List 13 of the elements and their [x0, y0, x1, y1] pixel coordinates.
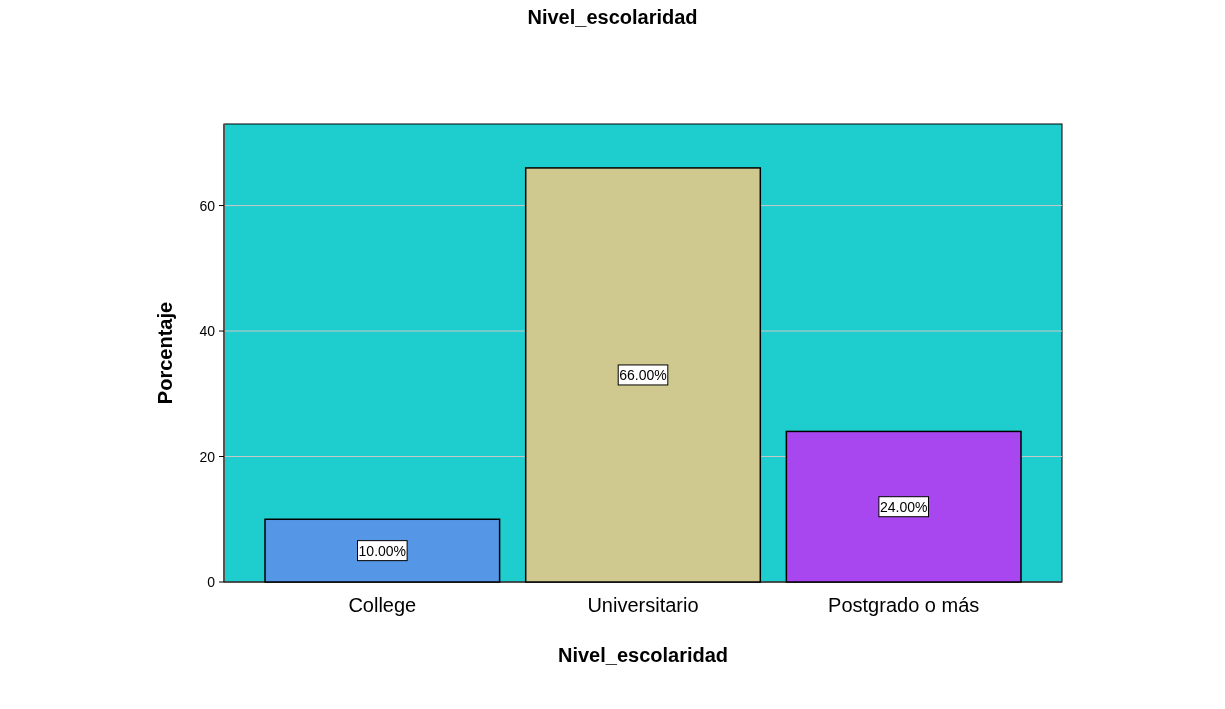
data-label: 10.00% — [358, 542, 407, 559]
y-tick-label: 0 — [207, 574, 216, 590]
x-tick-label: Universitario — [587, 594, 699, 616]
y-tick-label: 20 — [199, 448, 216, 465]
data-label: 24.00% — [879, 498, 928, 515]
y-axis-title: Porcentaje — [154, 301, 176, 405]
data-label: 66.00% — [619, 366, 667, 383]
x-tick-label: College — [348, 594, 417, 616]
chart-title: Nivel_escolaridad — [527, 6, 698, 28]
x-tick-label: Postgrado o más — [828, 594, 980, 616]
y-tick-label: 60 — [199, 197, 216, 214]
y-tick-label: 40 — [199, 323, 216, 340]
x-axis-title: Nivel_escolaridad — [557, 644, 729, 666]
